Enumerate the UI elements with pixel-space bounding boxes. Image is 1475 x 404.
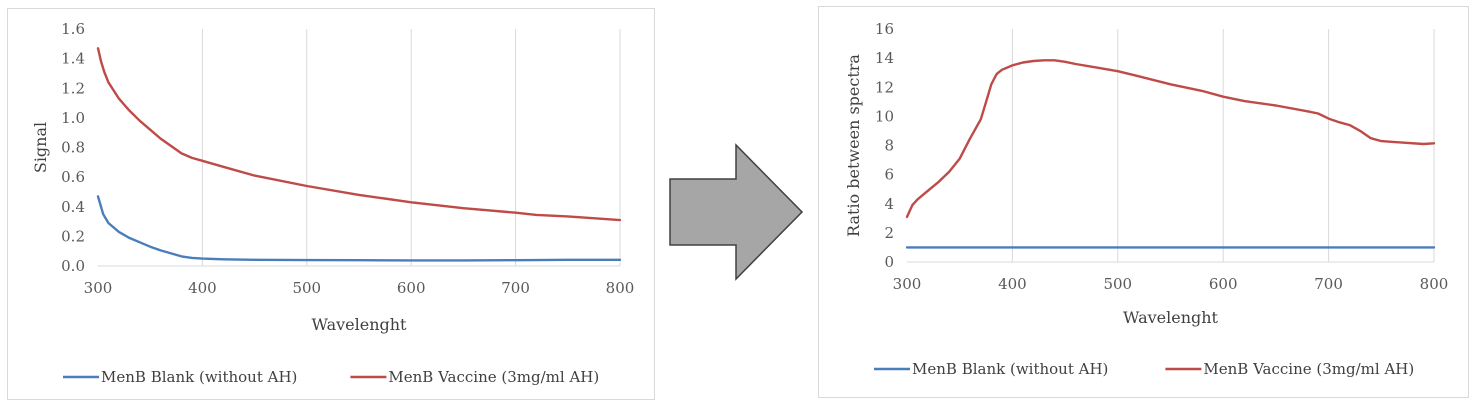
y-tick-label: 0 — [884, 253, 894, 271]
y-tick-label: 1.6 — [61, 20, 85, 38]
series-line — [96, 47, 622, 222]
y-tick-label: 1.0 — [61, 109, 85, 127]
series-line — [96, 195, 622, 262]
signal-chart-panel: 300 400 500 600 700 800 0.0 0.2 0.4 0.6 0.8 1.0 1.2 1… — [7, 8, 655, 400]
y-tick-label: 4 — [884, 195, 894, 213]
x-tick-label: 300 — [84, 279, 113, 297]
x-tick-label: 800 — [1420, 275, 1449, 293]
x-tick-label: 700 — [501, 279, 530, 297]
x-axis-title: Wavelenght — [1123, 308, 1219, 327]
y-tick-label: 10 — [875, 107, 894, 125]
x-tick-label: 600 — [1209, 275, 1238, 293]
x-tick-label: 700 — [1314, 275, 1343, 293]
y-tick-label: 0.2 — [61, 227, 85, 245]
y-tick-label: 0.0 — [61, 257, 85, 275]
legend-label: MenB Vaccine (3mg/ml AH) — [388, 368, 599, 386]
series-line — [905, 59, 1436, 219]
right-arrow-icon — [669, 143, 804, 281]
x-tick-label: 600 — [397, 279, 426, 297]
y-axis-title: Signal — [31, 122, 50, 173]
x-tick-label: 400 — [188, 279, 217, 297]
y-tick-label: 14 — [875, 49, 894, 67]
legend-label: MenB Blank (without AH) — [912, 360, 1108, 378]
y-tick-label: 8 — [884, 137, 894, 155]
y-tick-label: 16 — [875, 20, 894, 38]
x-tick-label: 800 — [606, 279, 635, 297]
signal-chart: 300 400 500 600 700 800 0.0 0.2 0.4 0.6 0.8 1.0 1.2 1… — [31, 20, 635, 386]
x-tick-label: 300 — [893, 275, 922, 293]
x-axis-title: Wavelenght — [312, 315, 408, 334]
arrow-shape — [669, 143, 804, 281]
y-tick-label: 0.8 — [61, 139, 85, 157]
ratio-chart-panel: 300 400 500 600 700 800 0 2 4 6 8 10 12 14 16 Wavelengh… — [818, 6, 1469, 398]
legend-label: MenB Vaccine (3mg/ml AH) — [1203, 360, 1414, 378]
ratio-chart: 300 400 500 600 700 800 0 2 4 6 8 10 12 14 16 Wavelengh… — [844, 20, 1449, 378]
y-tick-label: 1.2 — [61, 79, 85, 97]
y-tick-label: 1.4 — [61, 50, 85, 68]
y-tick-label: 12 — [875, 78, 894, 96]
y-tick-label: 2 — [884, 224, 894, 242]
x-tick-label: 400 — [998, 275, 1027, 293]
legend-label: MenB Blank (without AH) — [101, 368, 297, 386]
y-tick-label: 0.6 — [61, 168, 85, 186]
x-tick-label: 500 — [1103, 275, 1132, 293]
y-tick-label: 0.4 — [61, 198, 85, 216]
y-tick-label: 6 — [884, 166, 894, 184]
y-axis-title: Ratio between spectra — [844, 54, 863, 237]
x-tick-label: 500 — [292, 279, 321, 297]
